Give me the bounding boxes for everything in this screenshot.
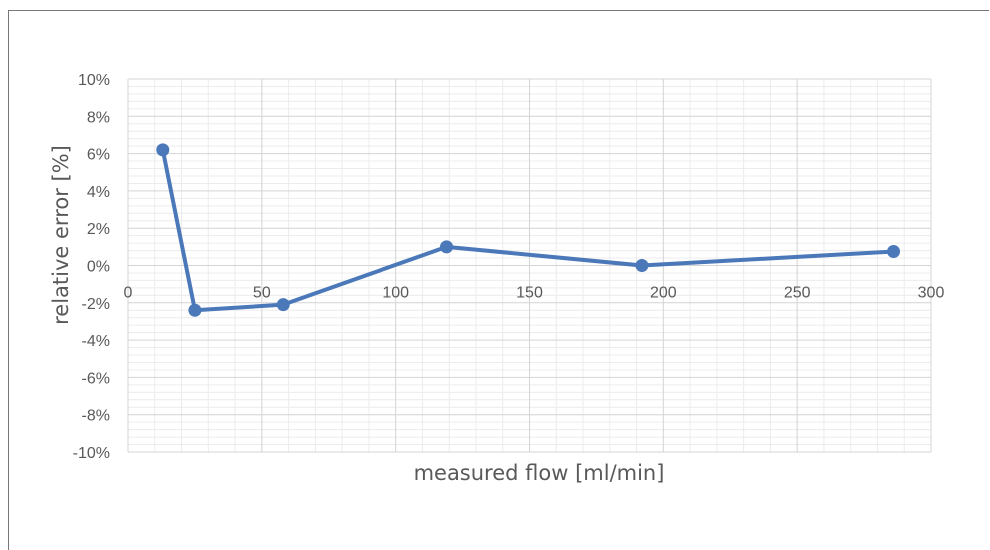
y-tick-label: 6%	[87, 147, 110, 164]
series-line	[160, 149, 894, 313]
x-tick-label: 0	[124, 285, 133, 302]
x-axis-title: measured flow [ml/min]	[414, 461, 665, 485]
y-tick-label: -4%	[82, 333, 110, 350]
y-tick-label: -10%	[73, 445, 110, 462]
major-gridlines	[127, 78, 932, 453]
y-tick-labels: 10% 8% 6% 4% 2% 0% -2% -4% -6% -8% -10%	[73, 72, 110, 462]
x-tick-label: 50	[253, 285, 271, 302]
x-tick-label: 200	[650, 285, 677, 302]
y-tick-label: 2%	[87, 221, 110, 238]
data-point	[635, 259, 649, 272]
data-point	[887, 245, 901, 259]
x-tick-label: 150	[516, 285, 543, 302]
data-point	[440, 240, 454, 254]
data-point	[156, 143, 170, 157]
data-point	[276, 298, 290, 312]
y-tick-label: -2%	[82, 296, 110, 313]
y-tick-label: 10%	[78, 72, 110, 89]
y-tick-label: 8%	[87, 109, 110, 126]
data-point	[188, 303, 202, 317]
x-tick-label: 250	[784, 285, 811, 302]
x-tick-label: 100	[382, 285, 409, 302]
x-tick-labels: 0 50 100 150 200 250 300	[124, 285, 945, 302]
y-tick-label: 4%	[87, 184, 110, 201]
y-tick-label: 0%	[87, 259, 110, 276]
y-tick-label: -8%	[82, 408, 110, 425]
y-tick-label: -6%	[82, 370, 110, 387]
y-axis-title: relative error [%]	[49, 145, 73, 325]
series-group	[156, 143, 901, 317]
x-tick-label: 300	[918, 285, 945, 302]
